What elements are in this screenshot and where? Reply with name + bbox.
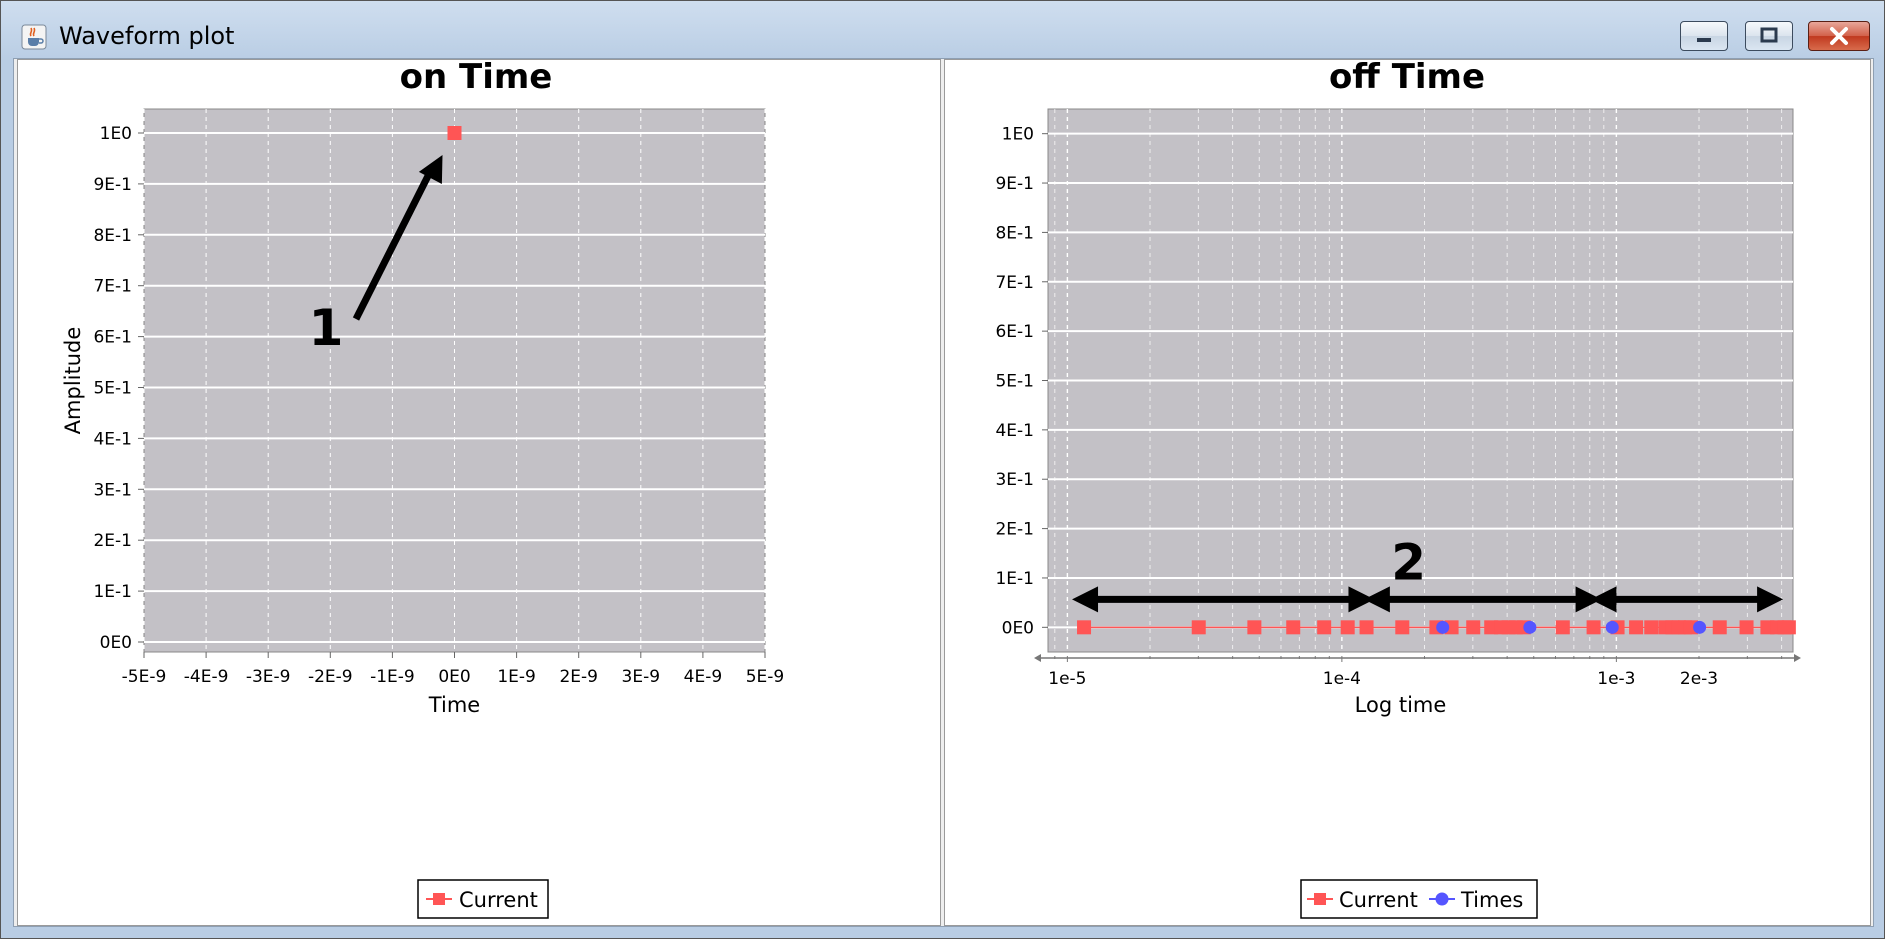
y-tick-label: 0E0 <box>1002 618 1034 638</box>
y-tick-label: 2E-1 <box>995 520 1034 540</box>
off-time-chart-panel[interactable]: off Time 1e-5 1e-4 1e-3 2e-3 0E0 1E-1 2E-1 3E-1 4… <box>944 57 1871 926</box>
close-icon <box>1830 27 1848 45</box>
x-tick-label: 3E-9 <box>622 667 661 687</box>
annotation-arrowhead-left <box>1590 586 1617 613</box>
current-data-point <box>1629 620 1644 635</box>
x-tick-label: -5E-9 <box>122 667 167 687</box>
y-tick-label: 1E0 <box>100 124 132 144</box>
current-data-point <box>1466 620 1481 635</box>
y-tick-label: 4E-1 <box>995 421 1034 441</box>
current-data-point <box>1340 620 1355 635</box>
current-data-point <box>1359 620 1374 635</box>
current-data-point <box>1395 620 1410 635</box>
annotation-arrowhead-right <box>1348 586 1375 613</box>
x-axis-label: Time <box>428 693 480 717</box>
chart-area: on Time -5E-9 -4E-9 -3E-9 -2E-9 -1E-9 0E0 1E-9 2… <box>13 57 1874 927</box>
x-axis-right-arrow <box>1794 654 1801 662</box>
x-axis-label: Log time <box>1355 693 1447 717</box>
annotation-label: 2 <box>1391 533 1426 591</box>
x-tick-label: -3E-9 <box>246 667 291 687</box>
on-time-chart[interactable]: on Time -5E-9 -4E-9 -3E-9 -2E-9 -1E-9 0E0 1E-9 2… <box>18 57 940 925</box>
y-tick-label: 1E-1 <box>995 569 1034 589</box>
y-tick-label: 7E-1 <box>995 273 1034 293</box>
minimize-icon <box>1697 38 1711 42</box>
annotation-arrowhead-right <box>1575 586 1602 613</box>
window-title: Waveform plot <box>59 22 235 50</box>
legend-box <box>1300 879 1538 919</box>
current-data-point <box>1317 620 1332 635</box>
y-tick-label: 6E-1 <box>995 322 1034 342</box>
annotation-label: 1 <box>309 299 344 357</box>
current-data-point <box>1077 620 1092 635</box>
annotation-arrowhead-left <box>1072 586 1099 613</box>
y-tick-label: 1E-1 <box>93 582 132 602</box>
current-data-point <box>1555 620 1570 635</box>
y-tick-label: 1E0 <box>1002 125 1034 145</box>
annotation-arrowhead <box>418 155 443 185</box>
current-data-point <box>1286 620 1301 635</box>
times-data-point <box>1436 620 1450 634</box>
current-data-point <box>1247 620 1262 635</box>
current-data-point <box>1739 620 1754 635</box>
x-tick-label: 1E-9 <box>497 667 536 687</box>
java-cup-icon <box>21 24 47 50</box>
y-tick-label: 3E-1 <box>995 470 1034 490</box>
x-tick-label: -1E-9 <box>370 667 415 687</box>
annotation-arrowhead-right <box>1757 586 1784 613</box>
y-tick-label: 3E-1 <box>93 480 132 500</box>
title-bar[interactable]: Waveform plot <box>1 1 1884 57</box>
annotation-arrow-line <box>352 165 436 321</box>
current-data-point <box>1781 620 1796 635</box>
y-tick-label: 4E-1 <box>93 429 132 449</box>
chart-title: on Time <box>400 60 553 97</box>
current-data-point <box>447 126 462 140</box>
legend-label-times: Times <box>1460 888 1523 912</box>
y-tick-label: 8E-1 <box>93 226 132 246</box>
x-tick-label: -4E-9 <box>184 667 229 687</box>
y-tick-label: 6E-1 <box>93 328 132 348</box>
current-data-point <box>1586 620 1601 635</box>
maximize-button[interactable] <box>1745 21 1793 51</box>
x-axis-left-arrow <box>1034 654 1041 662</box>
y-tick-label: 9E-1 <box>93 175 132 195</box>
times-data-point <box>1693 620 1707 634</box>
y-tick-label: 9E-1 <box>995 174 1034 194</box>
x-tick-label: 2e-3 <box>1680 669 1718 689</box>
x-tick-label: 2E-9 <box>559 667 598 687</box>
y-tick-label: 5E-1 <box>93 379 132 399</box>
close-button[interactable] <box>1808 21 1870 51</box>
minimize-button[interactable] <box>1680 21 1728 51</box>
x-tick-label: 1e-5 <box>1048 669 1086 689</box>
x-tick-label: 1e-3 <box>1597 669 1635 689</box>
maximize-icon <box>1760 27 1778 43</box>
y-tick-label: 0E0 <box>100 633 132 653</box>
legend-label: Current <box>459 888 538 912</box>
y-tick-label: 7E-1 <box>93 277 132 297</box>
on-time-chart-panel[interactable]: on Time -5E-9 -4E-9 -3E-9 -2E-9 -1E-9 0E0 1E-9 2… <box>17 57 941 926</box>
y-tick-label: 5E-1 <box>995 372 1034 392</box>
off-time-chart[interactable]: off Time 1e-5 1e-4 1e-3 2e-3 0E0 1E-1 2E-1 3E-1 4… <box>945 57 1870 925</box>
current-data-point <box>1191 620 1206 635</box>
legend-label-current: Current <box>1339 888 1418 912</box>
legend-marker-current <box>1314 893 1326 905</box>
y-tick-label: 2E-1 <box>93 531 132 551</box>
y-axis-label: Amplitude <box>61 327 85 435</box>
x-tick-label: 5E-9 <box>746 667 785 687</box>
x-tick-label: 1e-4 <box>1323 669 1361 689</box>
annotation-arrowhead-left <box>1363 586 1390 613</box>
times-data-point <box>1523 620 1537 634</box>
x-tick-label: 0E0 <box>438 667 470 687</box>
current-data-point <box>1644 620 1659 635</box>
legend-marker <box>433 893 445 905</box>
current-data-point <box>1712 620 1727 635</box>
legend-marker-times <box>1435 892 1449 906</box>
x-tick-label: -2E-9 <box>308 667 353 687</box>
chart-title: off Time <box>1329 60 1485 97</box>
y-tick-label: 8E-1 <box>995 223 1034 243</box>
x-tick-label: 4E-9 <box>684 667 723 687</box>
times-data-point <box>1605 620 1619 634</box>
